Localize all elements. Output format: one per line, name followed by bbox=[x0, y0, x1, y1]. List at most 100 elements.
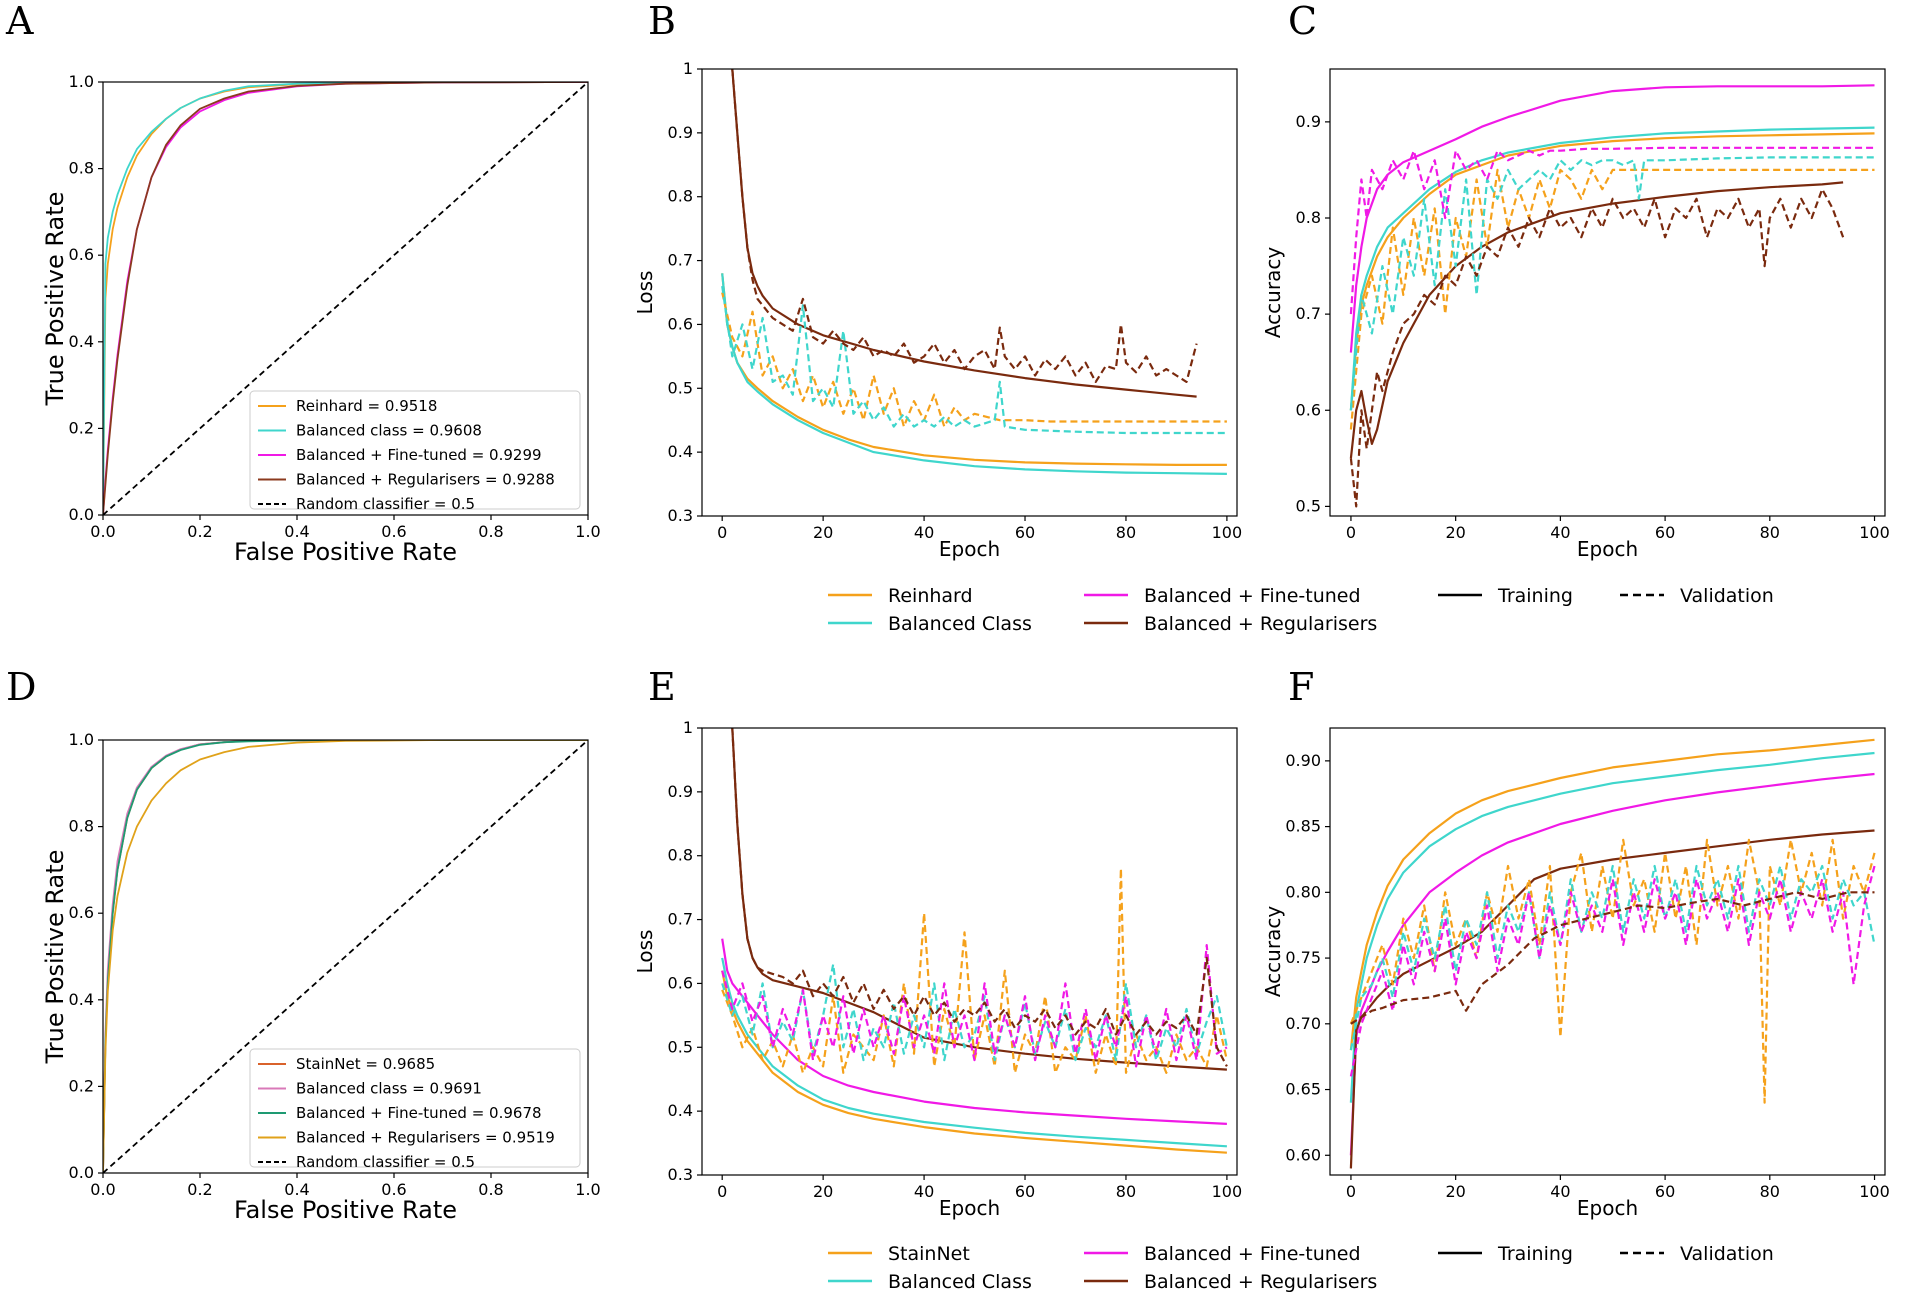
legend-top-entry-balanced-regularisers: Balanced + Regularisers bbox=[1144, 613, 1377, 635]
legend-top-entry-validation: Validation bbox=[1680, 585, 1774, 607]
panel-c-series-balanced-class-validation bbox=[1349, 156, 1875, 411]
panel-letter-a: A bbox=[5, 0, 34, 43]
legend-bottom: StainNet Balanced Class Balanced + Fine-tu… bbox=[828, 1243, 1774, 1293]
panel-c-ytick-label: 0.8 bbox=[1296, 208, 1321, 227]
panel-f-series-stainnet-validation bbox=[1349, 838, 1876, 1104]
panel-c-xtick-label: 40 bbox=[1550, 523, 1570, 542]
panel-d-legend-entry: StainNet = 0.9685 bbox=[296, 1055, 435, 1073]
panel-e-series-balanced-class-training bbox=[721, 957, 1227, 1148]
panel-d-xtick-label: 0.6 bbox=[381, 1180, 406, 1199]
panel-c-xtick-label: 0 bbox=[1346, 523, 1356, 542]
panel-d-roc-chart: 0.0 0.2 0.4 0.6 0.8 1.0 0.0 0.2 0.4 0.6 0.8 1.0 Fals… bbox=[41, 730, 601, 1224]
legend-bottom-entry-validation: Validation bbox=[1680, 1243, 1774, 1265]
panel-a-ytick-label: 0.6 bbox=[69, 245, 94, 264]
panel-e-ylabel: Loss bbox=[633, 930, 657, 974]
panel-b-xtick-label: 40 bbox=[914, 523, 934, 542]
panel-b-ytick-label: 0.4 bbox=[668, 442, 693, 461]
panel-f-ylabel: Accuracy bbox=[1261, 906, 1285, 997]
panel-b-series-balanced-regularisers-validation bbox=[731, 69, 1198, 383]
panel-a-xtick-label: 0.6 bbox=[381, 522, 406, 541]
panel-c-xtick-label: 80 bbox=[1760, 523, 1780, 542]
panel-a-series-random-classifier-0-5 bbox=[103, 82, 588, 515]
panel-a-xtick-label: 0.4 bbox=[284, 522, 309, 541]
panel-d-ytick-label: 0.4 bbox=[69, 990, 94, 1009]
panel-e-ytick-label: 1 bbox=[683, 718, 693, 737]
panel-d-xtick-label: 1.0 bbox=[575, 1180, 600, 1199]
panel-letter-c: C bbox=[1288, 0, 1317, 43]
panel-a-ytick-label: 0.4 bbox=[69, 332, 94, 351]
panel-e-ytick-label: 0.9 bbox=[668, 782, 693, 801]
panel-f-ytick-label: 0.60 bbox=[1285, 1145, 1321, 1164]
legend-bottom-entry-stainnet: StainNet bbox=[888, 1243, 970, 1265]
panel-e-series-group bbox=[721, 728, 1228, 1154]
panel-f-xtick-label: 60 bbox=[1655, 1182, 1675, 1201]
panel-c-xtick-label: 100 bbox=[1859, 523, 1890, 542]
panel-a-ytick-label: 0.2 bbox=[69, 418, 94, 437]
panel-e-xtick-label: 0 bbox=[717, 1182, 727, 1201]
panel-e-xtick-label: 100 bbox=[1212, 1182, 1243, 1201]
panel-b-plot-frame bbox=[701, 68, 1238, 517]
panel-c-xtick-label: 60 bbox=[1655, 523, 1675, 542]
legend-bottom-entry-training: Training bbox=[1497, 1243, 1573, 1265]
panel-f-xtick-label: 0 bbox=[1346, 1182, 1356, 1201]
panel-f-ytick-label: 0.65 bbox=[1285, 1080, 1321, 1099]
panel-b-xtick-label: 20 bbox=[813, 523, 833, 542]
panel-d-xtick-label: 0.4 bbox=[284, 1180, 309, 1199]
panel-f-series-balanced-fine-tuned-training bbox=[1349, 772, 1875, 1156]
panel-c-ytick-label: 0.7 bbox=[1296, 304, 1321, 323]
legend-bottom-entry-balanced-regularisers: Balanced + Regularisers bbox=[1144, 1271, 1377, 1293]
panel-letter-e: E bbox=[648, 665, 676, 709]
panel-e-xtick-label: 40 bbox=[914, 1182, 934, 1201]
panel-e-plot-frame bbox=[701, 727, 1238, 1176]
panel-f-series-balanced-class-training bbox=[1349, 751, 1875, 1103]
panel-c-xtick-label: 20 bbox=[1445, 523, 1465, 542]
panel-a-legend-entry: Reinhard = 0.9518 bbox=[296, 397, 437, 415]
panel-c-series-balanced-regularisers-validation bbox=[1349, 188, 1845, 508]
panel-f-plot-frame bbox=[1329, 727, 1886, 1176]
panel-c-accuracy-chart: 0 20 40 60 80 100 0.5 0.6 0.7 0.8 0.9 Epoch Accuracy bbox=[1261, 68, 1890, 561]
panel-b-loss-chart: 0 20 40 60 80 100 0.3 0.4 0.5 0.6 0.7 0.8 0.9 1 Epoch L… bbox=[633, 59, 1242, 561]
panel-a-xtick-label: 0.2 bbox=[187, 522, 212, 541]
panel-c-series-reinhard-training bbox=[1349, 132, 1875, 411]
panel-b-ytick-label: 0.6 bbox=[668, 314, 693, 333]
panel-d-xlabel: False Positive Rate bbox=[234, 1196, 457, 1224]
panel-a-xlabel: False Positive Rate bbox=[234, 538, 457, 566]
panel-b-series-group bbox=[721, 69, 1227, 475]
panel-e-ytick-label: 0.6 bbox=[668, 973, 693, 992]
panel-e-series-balanced-fine-tuned-training bbox=[721, 938, 1227, 1125]
panel-b-xtick-label: 0 bbox=[717, 523, 727, 542]
panel-letter-d: D bbox=[6, 665, 36, 709]
panel-a-roc-chart: 0.0 0.2 0.4 0.6 0.8 1.0 0.0 0.2 0.4 0.6 0.8 1.0 Fals… bbox=[41, 72, 601, 566]
panel-c-plot-frame bbox=[1329, 68, 1886, 517]
panel-b-ytick-label: 0.9 bbox=[668, 123, 693, 142]
panel-b-ytick-label: 0.3 bbox=[668, 506, 693, 525]
panel-f-ytick-label: 0.75 bbox=[1285, 948, 1321, 967]
legend-bottom-entry-balanced-class: Balanced Class bbox=[888, 1271, 1032, 1293]
panel-f-ytick-label: 0.90 bbox=[1285, 751, 1321, 770]
panel-d-ytick-label: 0.6 bbox=[69, 903, 94, 922]
panel-a-xtick-label: 0.8 bbox=[478, 522, 503, 541]
legend-top-entry-training: Training bbox=[1497, 585, 1573, 607]
legend-top-entry-reinhard: Reinhard bbox=[888, 585, 973, 607]
panel-d-ytick-label: 1.0 bbox=[69, 730, 94, 749]
panel-b-xtick-label: 60 bbox=[1015, 523, 1035, 542]
panel-f-series-balanced-class-validation bbox=[1349, 864, 1876, 1051]
panel-e-loss-chart: 0 20 40 60 80 100 0.3 0.4 0.5 0.6 0.7 0.8 0.9 1 Epoch L… bbox=[633, 718, 1242, 1220]
panel-a-xtick-label: 1.0 bbox=[575, 522, 600, 541]
panel-f-ytick-label: 0.70 bbox=[1285, 1014, 1321, 1033]
legend-top-entry-balanced-class: Balanced Class bbox=[888, 613, 1032, 635]
panel-b-ytick-label: 0.8 bbox=[668, 187, 693, 206]
panel-f-series-balanced-regularisers-validation bbox=[1350, 891, 1875, 1025]
panel-d-ytick-label: 0.0 bbox=[69, 1163, 94, 1182]
panel-f-xtick-label: 40 bbox=[1550, 1182, 1570, 1201]
panel-e-ytick-label: 0.4 bbox=[668, 1101, 693, 1120]
panel-c-ytick-label: 0.5 bbox=[1296, 496, 1321, 515]
panel-a-legend-box bbox=[249, 390, 581, 510]
panel-f-xlabel: Epoch bbox=[1577, 1196, 1638, 1220]
panel-a-series-group bbox=[103, 82, 588, 515]
panel-a-legend-entry: Balanced + Regularisers = 0.9288 bbox=[296, 471, 555, 489]
panel-a-xtick-label: 0.0 bbox=[90, 522, 115, 541]
panel-e-series-stainnet-validation bbox=[721, 867, 1228, 1074]
panel-a-series-balanced-regularisers-0-9288 bbox=[103, 82, 588, 515]
